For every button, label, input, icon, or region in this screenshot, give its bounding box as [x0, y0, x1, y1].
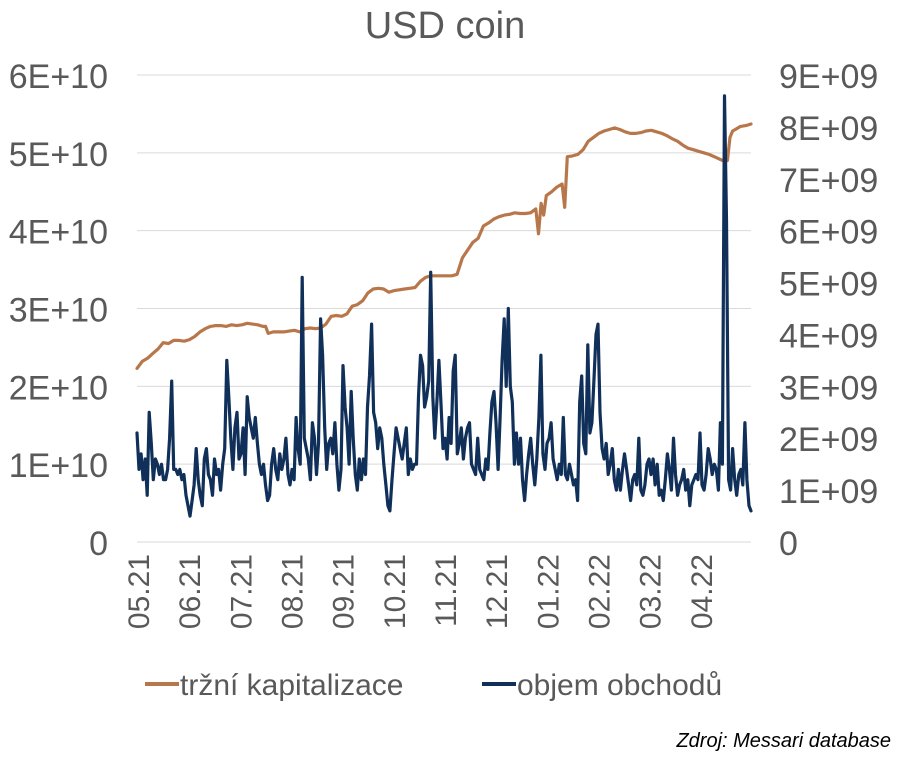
x-tick-label: 07.21	[225, 554, 258, 629]
left-axis-ticks: 0 1E+10 2E+10 3E+10 4E+10 5E+10 6E+10	[9, 58, 108, 563]
right-tick-label: 6E+09	[779, 214, 878, 252]
left-tick-label: 4E+10	[9, 214, 108, 252]
right-tick-label: 1E+09	[779, 473, 878, 511]
x-tick-label: 10.21	[379, 554, 412, 629]
series-line-volume	[135, 94, 753, 518]
gridlines	[137, 74, 751, 543]
right-axis-ticks: 0 1E+09 2E+09 3E+09 4E+09 5E+09 6E+09 7E+09 8E+0…	[779, 58, 878, 563]
right-tick-label: 9E+09	[779, 58, 878, 96]
left-tick-label: 2E+10	[9, 369, 108, 407]
chart-title: USD coin	[365, 5, 526, 47]
x-tick-label: 01.22	[532, 554, 565, 629]
left-tick-label: 1E+10	[9, 447, 108, 485]
right-tick-label: 2E+09	[779, 421, 878, 459]
left-tick-label: 3E+10	[9, 292, 108, 330]
series-lines	[135, 94, 753, 518]
right-tick-label: 0	[779, 525, 798, 563]
x-tick-label: 04.22	[686, 554, 719, 629]
x-tick-label: 02.22	[584, 554, 617, 629]
right-tick-label: 7E+09	[779, 162, 878, 200]
x-tick-label: 09.21	[328, 554, 361, 629]
x-tick-label: 08.21	[277, 554, 310, 629]
legend-label: objem obchodů	[517, 669, 722, 702]
right-tick-label: 4E+09	[779, 317, 878, 355]
x-tick-label: 03.22	[635, 554, 668, 629]
x-tick-label: 05.21	[123, 554, 156, 629]
left-tick-label: 5E+10	[9, 136, 108, 174]
right-tick-label: 3E+09	[779, 369, 878, 407]
series-line-market-cap	[135, 122, 753, 370]
left-tick-label: 6E+10	[9, 58, 108, 96]
x-tick-label: 12.21	[481, 554, 514, 629]
legend-label: tržní kapitalizace	[180, 669, 403, 702]
legend: tržní kapitalizace objem obchodů	[145, 669, 722, 702]
x-tick-label: 11.21	[430, 554, 463, 627]
x-tick-label: 06.21	[174, 554, 207, 629]
source-note: Zdroj: Messari database	[676, 730, 891, 752]
right-tick-label: 5E+09	[779, 266, 878, 304]
x-axis-ticks: 05.21 06.21 07.21 08.21 09.21 10.21 11.21 12.21…	[123, 554, 719, 629]
left-tick-label: 0	[89, 525, 108, 563]
right-tick-label: 8E+09	[779, 110, 878, 148]
